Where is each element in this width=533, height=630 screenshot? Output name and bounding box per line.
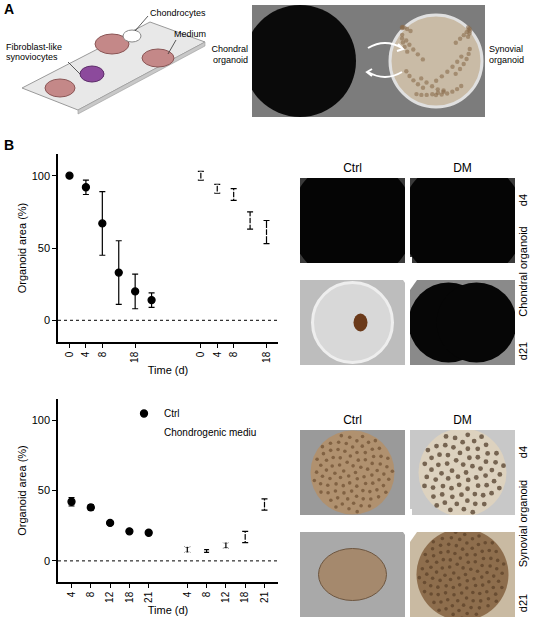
svg-text:d21: d21 xyxy=(517,342,529,360)
svg-text:Ctrl: Ctrl xyxy=(164,408,180,419)
svg-text:8: 8 xyxy=(97,351,108,357)
svg-text:50: 50 xyxy=(38,242,50,254)
svg-text:DM: DM xyxy=(453,161,472,175)
svg-text:d4: d4 xyxy=(517,446,529,458)
svg-text:Medium: Medium xyxy=(174,29,206,39)
svg-text:4: 4 xyxy=(66,591,77,597)
svg-text:Chondral: Chondral xyxy=(211,44,248,54)
svg-text:organoid: organoid xyxy=(213,55,248,65)
svg-text:8: 8 xyxy=(201,591,212,597)
svg-text:synoviocytes: synoviocytes xyxy=(6,52,58,62)
svg-text:18: 18 xyxy=(261,351,272,363)
svg-text:Chondrocytes: Chondrocytes xyxy=(150,8,206,18)
svg-text:d4: d4 xyxy=(517,194,529,206)
svg-text:DM: DM xyxy=(453,413,472,427)
svg-text:Ctrl: Ctrl xyxy=(343,161,362,175)
svg-text:0: 0 xyxy=(64,351,75,357)
svg-text:50: 50 xyxy=(38,484,50,496)
svg-text:Ctrl: Ctrl xyxy=(343,413,362,427)
svg-text:Fibroblast-like: Fibroblast-like xyxy=(6,42,62,52)
svg-text:B: B xyxy=(4,137,14,153)
svg-text:A: A xyxy=(4,1,14,17)
svg-text:0: 0 xyxy=(44,555,50,567)
svg-text:4: 4 xyxy=(182,591,193,597)
svg-text:Time (d): Time (d) xyxy=(148,364,189,376)
svg-text:Time (d): Time (d) xyxy=(148,604,189,616)
svg-text:Organoid area (%): Organoid area (%) xyxy=(16,203,28,294)
svg-text:12: 12 xyxy=(104,591,115,603)
svg-text:8: 8 xyxy=(85,591,96,597)
svg-text:d21: d21 xyxy=(517,594,529,612)
svg-text:100: 100 xyxy=(32,170,50,182)
svg-text:Chondral organoid: Chondral organoid xyxy=(517,226,529,317)
svg-text:Chondrogenic mediu: Chondrogenic mediu xyxy=(164,427,256,438)
svg-text:18: 18 xyxy=(124,591,135,603)
svg-text:Synovial organoid: Synovial organoid xyxy=(517,480,529,567)
svg-text:Organoid area (%): Organoid area (%) xyxy=(16,445,28,536)
svg-text:0: 0 xyxy=(44,314,50,326)
svg-text:organoid: organoid xyxy=(489,55,524,65)
svg-text:18: 18 xyxy=(239,591,250,603)
svg-text:Synovial: Synovial xyxy=(489,44,523,54)
svg-text:21: 21 xyxy=(143,591,154,603)
svg-text:0: 0 xyxy=(195,351,206,357)
svg-text:21: 21 xyxy=(259,591,270,603)
svg-text:4: 4 xyxy=(80,351,91,357)
svg-text:4: 4 xyxy=(212,351,223,357)
svg-text:100: 100 xyxy=(32,414,50,426)
svg-text:12: 12 xyxy=(220,591,231,603)
svg-text:8: 8 xyxy=(228,351,239,357)
svg-text:18: 18 xyxy=(129,351,140,363)
